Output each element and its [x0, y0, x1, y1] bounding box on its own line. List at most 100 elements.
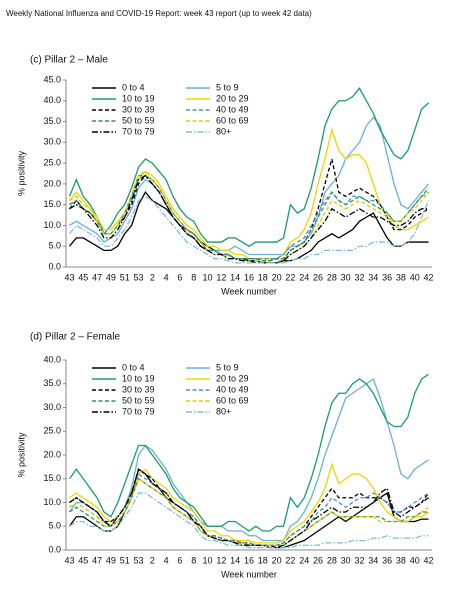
series-line [69, 468, 429, 549]
series-line [69, 477, 429, 546]
series-line [68, 377, 429, 542]
x-tick-label: 42 [424, 555, 434, 565]
x-tick-label: 38 [396, 272, 406, 282]
x-tick-label: 14 [230, 555, 240, 565]
x-tick-label: 18 [258, 272, 268, 282]
legend-label: 40 to 49 [216, 384, 249, 394]
x-tick-label: 28 [327, 272, 337, 282]
legend-label: 80+ [216, 406, 231, 416]
x-tick-label: 34 [368, 555, 378, 565]
y-tick-label: 10.0 [43, 497, 61, 507]
legend-label: 40 to 49 [216, 104, 249, 114]
y-tick-label: 25.0 [43, 157, 61, 167]
series-line [68, 191, 429, 264]
y-tick-label: 40.0 [43, 354, 61, 364]
x-tick-label: 51 [120, 272, 130, 282]
x-tick-label: 26 [313, 272, 323, 282]
x-tick-label: 38 [396, 555, 406, 565]
x-tick-label: 30 [341, 555, 351, 565]
x-tick-label: 6 [177, 555, 182, 565]
y-tick-label: 40.0 [43, 95, 61, 105]
legend-label: 5 to 9 [216, 82, 239, 92]
x-tick-label: 22 [285, 555, 295, 565]
series-line [68, 373, 429, 532]
series-line [69, 170, 430, 264]
x-tick-label: 12 [216, 555, 226, 565]
legend-label: 50 to 59 [122, 115, 155, 125]
x-tick-label: 42 [424, 272, 434, 282]
y-tick-label: 35.0 [43, 116, 61, 126]
y-tick-label: 30.0 [43, 402, 61, 412]
series-line [69, 174, 429, 264]
series-line [68, 87, 429, 247]
x-tick-label: 16 [244, 272, 254, 282]
y-tick-label: 25.0 [43, 426, 61, 436]
x-tick-label: 8 [191, 272, 196, 282]
x-tick-label: 45 [78, 272, 88, 282]
x-tick-label: 30 [341, 272, 351, 282]
chart-title: (c) Pillar 2 – Male [30, 55, 108, 66]
x-tick-label: 40 [410, 272, 420, 282]
series-line [68, 127, 429, 260]
x-tick-label: 47 [92, 272, 102, 282]
x-tick-label: 51 [120, 555, 130, 565]
y-tick-label: 20.0 [43, 449, 61, 459]
y-tick-label: 5.0 [48, 241, 61, 251]
x-tick-label: 32 [354, 272, 364, 282]
legend-label: 0 to 4 [122, 82, 145, 92]
legend-label: 30 to 39 [122, 384, 155, 394]
series-line [68, 195, 430, 264]
legend-label: 60 to 69 [216, 115, 249, 125]
x-tick-label: 24 [299, 555, 309, 565]
legend-label: 10 to 19 [122, 93, 155, 103]
x-tick-label: 8 [191, 555, 196, 565]
x-tick-label: 6 [177, 272, 182, 282]
y-tick-label: 5.0 [48, 521, 61, 531]
x-tick-label: 14 [230, 272, 240, 282]
x-tick-label: 53 [134, 272, 144, 282]
y-tick-label: 10.0 [43, 220, 61, 230]
x-tick-label: 45 [78, 555, 88, 565]
y-tick-label: 0.0 [48, 261, 61, 271]
x-tick-label: 40 [410, 555, 420, 565]
x-tick-label: 20 [272, 555, 282, 565]
x-tick-label: 47 [92, 555, 102, 565]
x-tick-label: 20 [272, 272, 282, 282]
x-axis-label: Week number [221, 286, 277, 296]
y-axis-label: % positivity [16, 432, 26, 478]
x-tick-label: 4 [164, 272, 169, 282]
legend-label: 50 to 59 [122, 395, 155, 405]
x-axis-label: Week number [221, 569, 277, 579]
x-tick-label: 10 [203, 555, 213, 565]
series-line [68, 158, 429, 262]
y-axis-label: % positivity [16, 150, 26, 196]
x-tick-label: 18 [258, 555, 268, 565]
y-tick-label: 15.0 [43, 199, 61, 209]
x-tick-label: 26 [313, 555, 323, 565]
y-tick-label: 35.0 [43, 378, 61, 388]
x-tick-label: 22 [285, 272, 295, 282]
legend-label: 10 to 19 [122, 373, 155, 383]
series-line [69, 472, 429, 546]
page-title: Weekly National Influenza and COVID-19 R… [6, 9, 312, 18]
x-tick-label: 12 [216, 272, 226, 282]
x-tick-label: 43 [64, 272, 74, 282]
x-tick-label: 36 [382, 272, 392, 282]
chart: (d) Pillar 2 – Female % positivity Week nu… [16, 332, 433, 580]
y-tick-label: 45.0 [43, 74, 61, 84]
legend-label: 5 to 9 [216, 362, 239, 372]
x-tick-label: 10 [203, 272, 213, 282]
x-tick-label: 2 [150, 272, 155, 282]
series-line [69, 462, 429, 544]
x-tick-label: 2 [150, 555, 155, 565]
x-tick-label: 49 [106, 272, 116, 282]
x-tick-label: 32 [354, 555, 364, 565]
x-tick-label: 4 [164, 555, 169, 565]
chart: (c) Pillar 2 – Male % positivity Week numb… [16, 55, 433, 297]
x-tick-label: 16 [244, 555, 254, 565]
y-tick-label: 20.0 [43, 178, 61, 188]
x-tick-label: 43 [64, 555, 74, 565]
series-line [69, 492, 429, 549]
x-tick-label: 53 [134, 555, 144, 565]
